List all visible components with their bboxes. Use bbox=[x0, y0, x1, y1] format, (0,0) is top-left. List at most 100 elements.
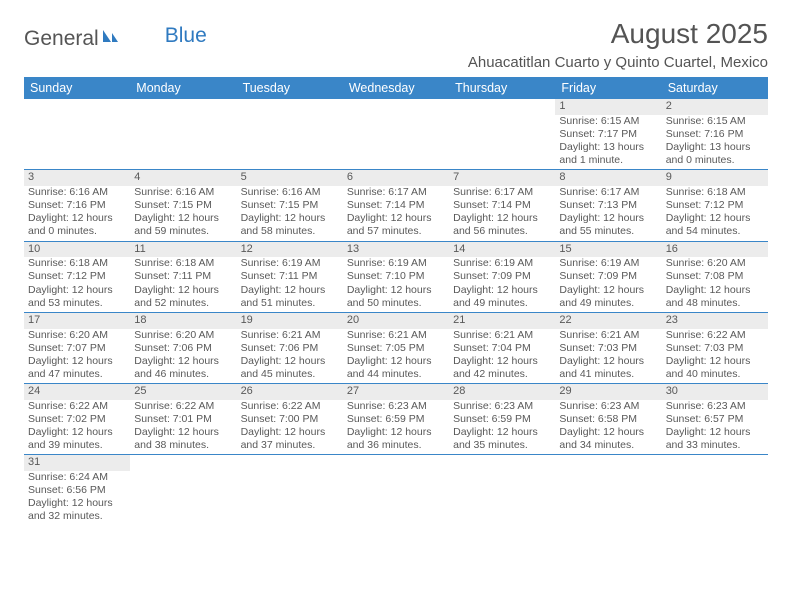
day-number: 5 bbox=[237, 170, 343, 186]
day-number: 14 bbox=[449, 241, 555, 257]
info-row: Sunrise: 6:22 AMSunset: 7:02 PMDaylight:… bbox=[24, 400, 768, 455]
day-info: Sunrise: 6:23 AMSunset: 6:59 PMDaylight:… bbox=[343, 400, 449, 455]
day-info: Sunrise: 6:24 AMSunset: 6:56 PMDaylight:… bbox=[24, 471, 130, 526]
day-info: Sunrise: 6:21 AMSunset: 7:04 PMDaylight:… bbox=[449, 329, 555, 384]
day-number: 19 bbox=[237, 312, 343, 328]
header: General Blue August 2025 Ahuacatitlan Cu… bbox=[24, 18, 768, 71]
day-number: 16 bbox=[662, 241, 768, 257]
calendar-head: SundayMondayTuesdayWednesdayThursdayFrid… bbox=[24, 77, 768, 99]
day-number: 28 bbox=[449, 384, 555, 400]
day-number: 11 bbox=[130, 241, 236, 257]
day-info: Sunrise: 6:16 AMSunset: 7:15 PMDaylight:… bbox=[237, 186, 343, 241]
location: Ahuacatitlan Cuarto y Quinto Cuartel, Me… bbox=[468, 54, 768, 71]
day-info: Sunrise: 6:18 AMSunset: 7:12 PMDaylight:… bbox=[662, 186, 768, 241]
day-number: 27 bbox=[343, 384, 449, 400]
weekday-header: Monday bbox=[130, 77, 236, 99]
weekday-header: Wednesday bbox=[343, 77, 449, 99]
daynum-row: 17181920212223 bbox=[24, 312, 768, 328]
weekday-header: Sunday bbox=[24, 77, 130, 99]
day-info: Sunrise: 6:20 AMSunset: 7:06 PMDaylight:… bbox=[130, 329, 236, 384]
day-number: 3 bbox=[24, 170, 130, 186]
weekday-header: Friday bbox=[555, 77, 661, 99]
day-info: Sunrise: 6:23 AMSunset: 6:58 PMDaylight:… bbox=[555, 400, 661, 455]
weekday-header: Thursday bbox=[449, 77, 555, 99]
day-number: 31 bbox=[24, 455, 130, 471]
day-info: Sunrise: 6:21 AMSunset: 7:03 PMDaylight:… bbox=[555, 329, 661, 384]
day-info bbox=[662, 471, 768, 526]
day-number: 12 bbox=[237, 241, 343, 257]
day-number: 15 bbox=[555, 241, 661, 257]
day-number: 20 bbox=[343, 312, 449, 328]
day-number: 10 bbox=[24, 241, 130, 257]
day-info bbox=[343, 115, 449, 170]
day-number bbox=[130, 455, 236, 471]
day-number: 13 bbox=[343, 241, 449, 257]
day-info: Sunrise: 6:16 AMSunset: 7:16 PMDaylight:… bbox=[24, 186, 130, 241]
day-number bbox=[24, 99, 130, 115]
day-number: 1 bbox=[555, 99, 661, 115]
day-number: 6 bbox=[343, 170, 449, 186]
day-info: Sunrise: 6:17 AMSunset: 7:14 PMDaylight:… bbox=[343, 186, 449, 241]
day-number: 22 bbox=[555, 312, 661, 328]
day-info: Sunrise: 6:23 AMSunset: 6:57 PMDaylight:… bbox=[662, 400, 768, 455]
day-info: Sunrise: 6:19 AMSunset: 7:11 PMDaylight:… bbox=[237, 257, 343, 312]
day-info: Sunrise: 6:22 AMSunset: 7:01 PMDaylight:… bbox=[130, 400, 236, 455]
logo-text-general: General bbox=[24, 27, 99, 51]
logo-sail-icon bbox=[101, 26, 121, 50]
day-number: 2 bbox=[662, 99, 768, 115]
day-info: Sunrise: 6:17 AMSunset: 7:13 PMDaylight:… bbox=[555, 186, 661, 241]
day-number: 18 bbox=[130, 312, 236, 328]
weekday-header: Saturday bbox=[662, 77, 768, 99]
day-info: Sunrise: 6:17 AMSunset: 7:14 PMDaylight:… bbox=[449, 186, 555, 241]
day-info bbox=[130, 471, 236, 526]
day-number bbox=[237, 99, 343, 115]
logo: General Blue bbox=[24, 26, 207, 52]
day-info: Sunrise: 6:23 AMSunset: 6:59 PMDaylight:… bbox=[449, 400, 555, 455]
day-number: 23 bbox=[662, 312, 768, 328]
daynum-row: 24252627282930 bbox=[24, 384, 768, 400]
day-number bbox=[237, 455, 343, 471]
day-info: Sunrise: 6:15 AMSunset: 7:16 PMDaylight:… bbox=[662, 115, 768, 170]
day-number bbox=[449, 455, 555, 471]
day-info: Sunrise: 6:21 AMSunset: 7:05 PMDaylight:… bbox=[343, 329, 449, 384]
daynum-row: 10111213141516 bbox=[24, 241, 768, 257]
day-info: Sunrise: 6:21 AMSunset: 7:06 PMDaylight:… bbox=[237, 329, 343, 384]
day-info: Sunrise: 6:19 AMSunset: 7:09 PMDaylight:… bbox=[555, 257, 661, 312]
month-title: August 2025 bbox=[468, 18, 768, 50]
day-number bbox=[555, 455, 661, 471]
day-info: Sunrise: 6:19 AMSunset: 7:09 PMDaylight:… bbox=[449, 257, 555, 312]
day-info: Sunrise: 6:18 AMSunset: 7:11 PMDaylight:… bbox=[130, 257, 236, 312]
day-info: Sunrise: 6:22 AMSunset: 7:03 PMDaylight:… bbox=[662, 329, 768, 384]
day-info bbox=[237, 115, 343, 170]
day-info bbox=[449, 115, 555, 170]
day-number bbox=[449, 99, 555, 115]
day-number: 4 bbox=[130, 170, 236, 186]
weekday-header: Tuesday bbox=[237, 77, 343, 99]
day-info: Sunrise: 6:22 AMSunset: 7:02 PMDaylight:… bbox=[24, 400, 130, 455]
info-row: Sunrise: 6:16 AMSunset: 7:16 PMDaylight:… bbox=[24, 186, 768, 241]
day-info: Sunrise: 6:18 AMSunset: 7:12 PMDaylight:… bbox=[24, 257, 130, 312]
day-info: Sunrise: 6:20 AMSunset: 7:08 PMDaylight:… bbox=[662, 257, 768, 312]
day-number: 8 bbox=[555, 170, 661, 186]
day-info bbox=[24, 115, 130, 170]
daynum-row: 3456789 bbox=[24, 170, 768, 186]
info-row: Sunrise: 6:24 AMSunset: 6:56 PMDaylight:… bbox=[24, 471, 768, 526]
calendar-table: SundayMondayTuesdayWednesdayThursdayFrid… bbox=[24, 77, 768, 526]
day-info: Sunrise: 6:20 AMSunset: 7:07 PMDaylight:… bbox=[24, 329, 130, 384]
day-number: 17 bbox=[24, 312, 130, 328]
day-info: Sunrise: 6:22 AMSunset: 7:00 PMDaylight:… bbox=[237, 400, 343, 455]
info-row: Sunrise: 6:18 AMSunset: 7:12 PMDaylight:… bbox=[24, 257, 768, 312]
info-row: Sunrise: 6:20 AMSunset: 7:07 PMDaylight:… bbox=[24, 329, 768, 384]
day-number: 21 bbox=[449, 312, 555, 328]
day-number: 24 bbox=[24, 384, 130, 400]
day-info: Sunrise: 6:16 AMSunset: 7:15 PMDaylight:… bbox=[130, 186, 236, 241]
day-info bbox=[449, 471, 555, 526]
info-row: Sunrise: 6:15 AMSunset: 7:17 PMDaylight:… bbox=[24, 115, 768, 170]
day-number bbox=[130, 99, 236, 115]
day-info: Sunrise: 6:19 AMSunset: 7:10 PMDaylight:… bbox=[343, 257, 449, 312]
day-number bbox=[343, 99, 449, 115]
title-block: August 2025 Ahuacatitlan Cuarto y Quinto… bbox=[468, 18, 768, 71]
daynum-row: 31 bbox=[24, 455, 768, 471]
day-info bbox=[130, 115, 236, 170]
day-number: 30 bbox=[662, 384, 768, 400]
